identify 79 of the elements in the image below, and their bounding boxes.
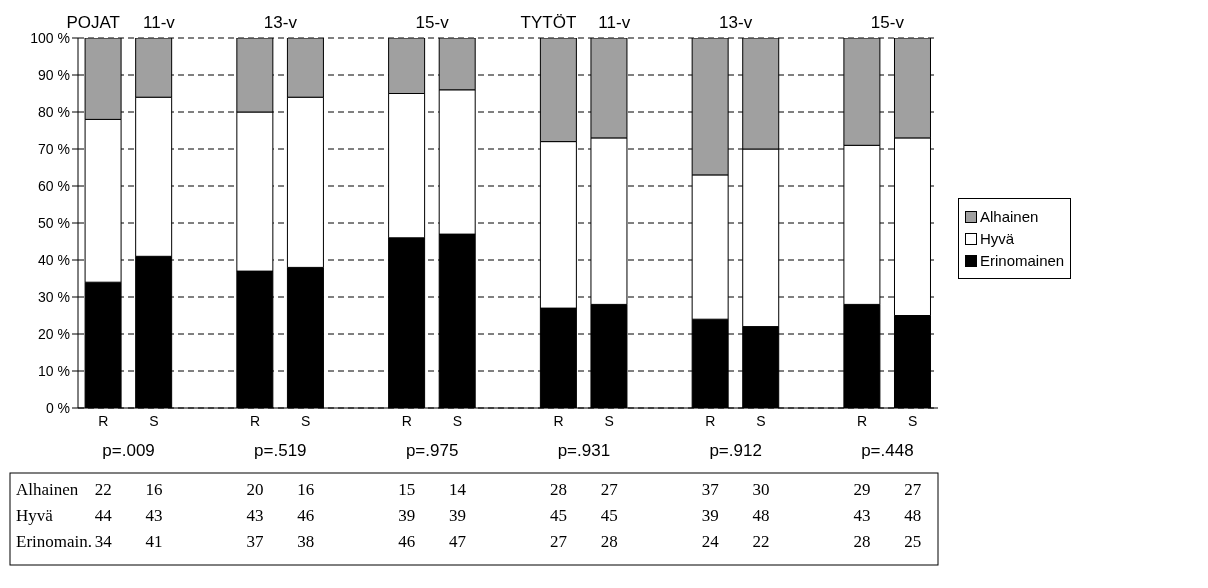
data-label: 44 <box>94 506 113 525</box>
text: TYTÖT <box>520 13 577 32</box>
data-label: 28 <box>600 532 618 551</box>
data-label: 30 <box>752 480 770 499</box>
text: p=.448 <box>861 441 914 460</box>
data-label: 37 <box>246 532 265 551</box>
y-tick-label: 0 % <box>45 399 70 416</box>
text: p=.912 <box>709 441 762 460</box>
legend-label: Alhainen <box>980 208 1039 225</box>
y-tick-label: 20 % <box>38 325 70 342</box>
data-label: 27 <box>600 480 619 499</box>
text: 13-v <box>263 13 298 32</box>
data-label: 47 <box>448 532 467 551</box>
y-tick-label: 70 % <box>38 140 70 157</box>
data-label: 48 <box>904 506 922 525</box>
x-tick-label: R <box>553 412 564 429</box>
text: p=.931 <box>557 441 611 460</box>
data-label: 20 <box>246 480 264 499</box>
text: 11-v <box>143 13 176 32</box>
data-label: 41 <box>145 532 163 551</box>
y-tick-label: 30 % <box>38 288 70 305</box>
data-label: 15 <box>398 480 416 499</box>
data-label: 14 <box>448 480 467 499</box>
data-label: 39 <box>701 506 719 525</box>
data-label: 45 <box>600 506 618 525</box>
data-label: 37 <box>701 480 720 499</box>
text: p=.009 <box>102 441 155 460</box>
data-label: 39 <box>448 506 466 525</box>
data-label: 22 <box>94 480 112 499</box>
x-tick-label: S <box>604 412 614 429</box>
data-label: 43 <box>145 506 163 525</box>
data-label: 28 <box>550 480 568 499</box>
text: 15-v <box>870 13 905 32</box>
data-label: 43 <box>853 506 871 525</box>
x-tick-label: S <box>452 412 463 429</box>
text: 13-v <box>719 13 753 32</box>
data-label: 24 <box>701 532 720 551</box>
text: Erinomain. <box>16 532 93 551</box>
data-label: 45 <box>550 506 568 525</box>
data-label: 29 <box>853 480 871 499</box>
text: 11-v <box>598 13 631 32</box>
x-tick-label: R <box>98 412 109 429</box>
y-tick-label: 40 % <box>38 251 70 268</box>
text: p=.519 <box>254 441 307 460</box>
y-tick-label: 10 % <box>38 362 70 379</box>
data-label: 34 <box>94 532 113 551</box>
y-tick-label: 60 % <box>38 177 70 194</box>
data-label: 28 <box>853 532 871 551</box>
legend-label: Hyvä <box>980 230 1015 247</box>
data-label: 46 <box>398 532 416 551</box>
legend-label: Erinomainen <box>980 252 1065 269</box>
x-tick-label: R <box>250 412 261 429</box>
data-label: 39 <box>398 506 416 525</box>
data-label: 16 <box>145 480 163 499</box>
x-tick-label: S <box>149 412 159 429</box>
data-label: 43 <box>246 506 264 525</box>
text: 15-v <box>415 13 450 32</box>
y-tick-label: 80 % <box>38 103 70 120</box>
data-label: 27 <box>550 532 568 551</box>
text: Alhainen <box>16 480 79 499</box>
x-tick-label: S <box>300 412 311 429</box>
data-label: 48 <box>752 506 770 525</box>
data-label: 27 <box>904 480 922 499</box>
text: POJAT <box>66 13 120 32</box>
text: p=.975 <box>405 441 459 460</box>
x-tick-label: S <box>908 412 918 429</box>
data-label: 25 <box>904 532 922 551</box>
x-tick-label: R <box>705 412 716 429</box>
data-label: 16 <box>297 480 315 499</box>
data-label: 38 <box>297 532 315 551</box>
y-tick-label: 100 % <box>30 29 70 46</box>
x-tick-label: R <box>401 412 412 429</box>
data-label: 22 <box>752 532 770 551</box>
text: Hyvä <box>16 506 54 525</box>
data-label: 46 <box>297 506 315 525</box>
y-tick-label: 50 % <box>38 214 70 231</box>
x-tick-label: R <box>857 412 868 429</box>
x-tick-label: S <box>756 412 766 429</box>
y-tick-label: 90 % <box>38 66 70 83</box>
